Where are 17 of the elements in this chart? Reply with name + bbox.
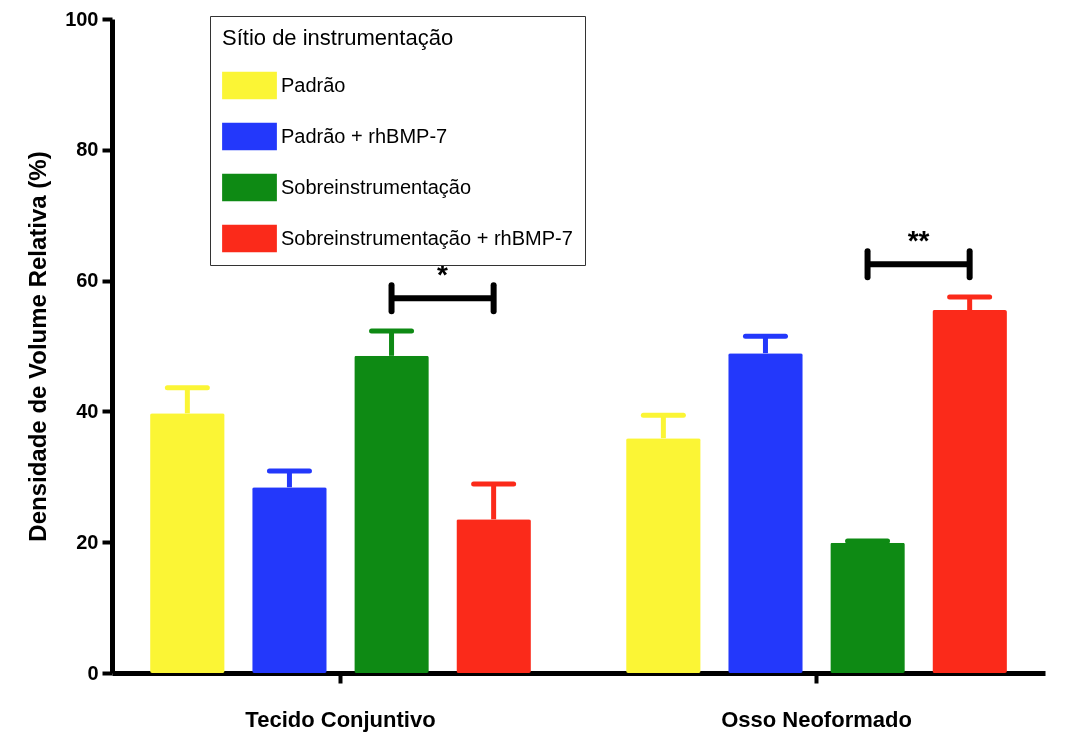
- legend-title: Sítio de instrumentação: [222, 25, 454, 50]
- x-tick-label: Tecido Conjuntivo: [245, 706, 436, 732]
- annotation: *: [437, 259, 449, 291]
- y-tick-label: 0: [87, 661, 99, 684]
- y-tick-label: 100: [65, 7, 99, 30]
- legend-label: Padrão + rhBMP-7: [281, 124, 448, 147]
- legend-label: Sobreinstrumentação: [281, 175, 472, 198]
- legend-label: Padrão: [281, 73, 346, 96]
- y-tick-label: 40: [76, 399, 99, 422]
- legend-label: Sobreinstrumentação + rhBMP-7: [281, 226, 573, 249]
- y-tick-label: 80: [76, 138, 99, 161]
- bar: [830, 542, 905, 673]
- y-axis-title: Densidade de Volume Relativa (%): [24, 151, 52, 542]
- y-tick-label: 20: [76, 530, 99, 553]
- annotation: **: [907, 225, 930, 257]
- y-tick-label: 60: [76, 269, 99, 292]
- x-tick-label: Osso Neoformado: [721, 706, 912, 732]
